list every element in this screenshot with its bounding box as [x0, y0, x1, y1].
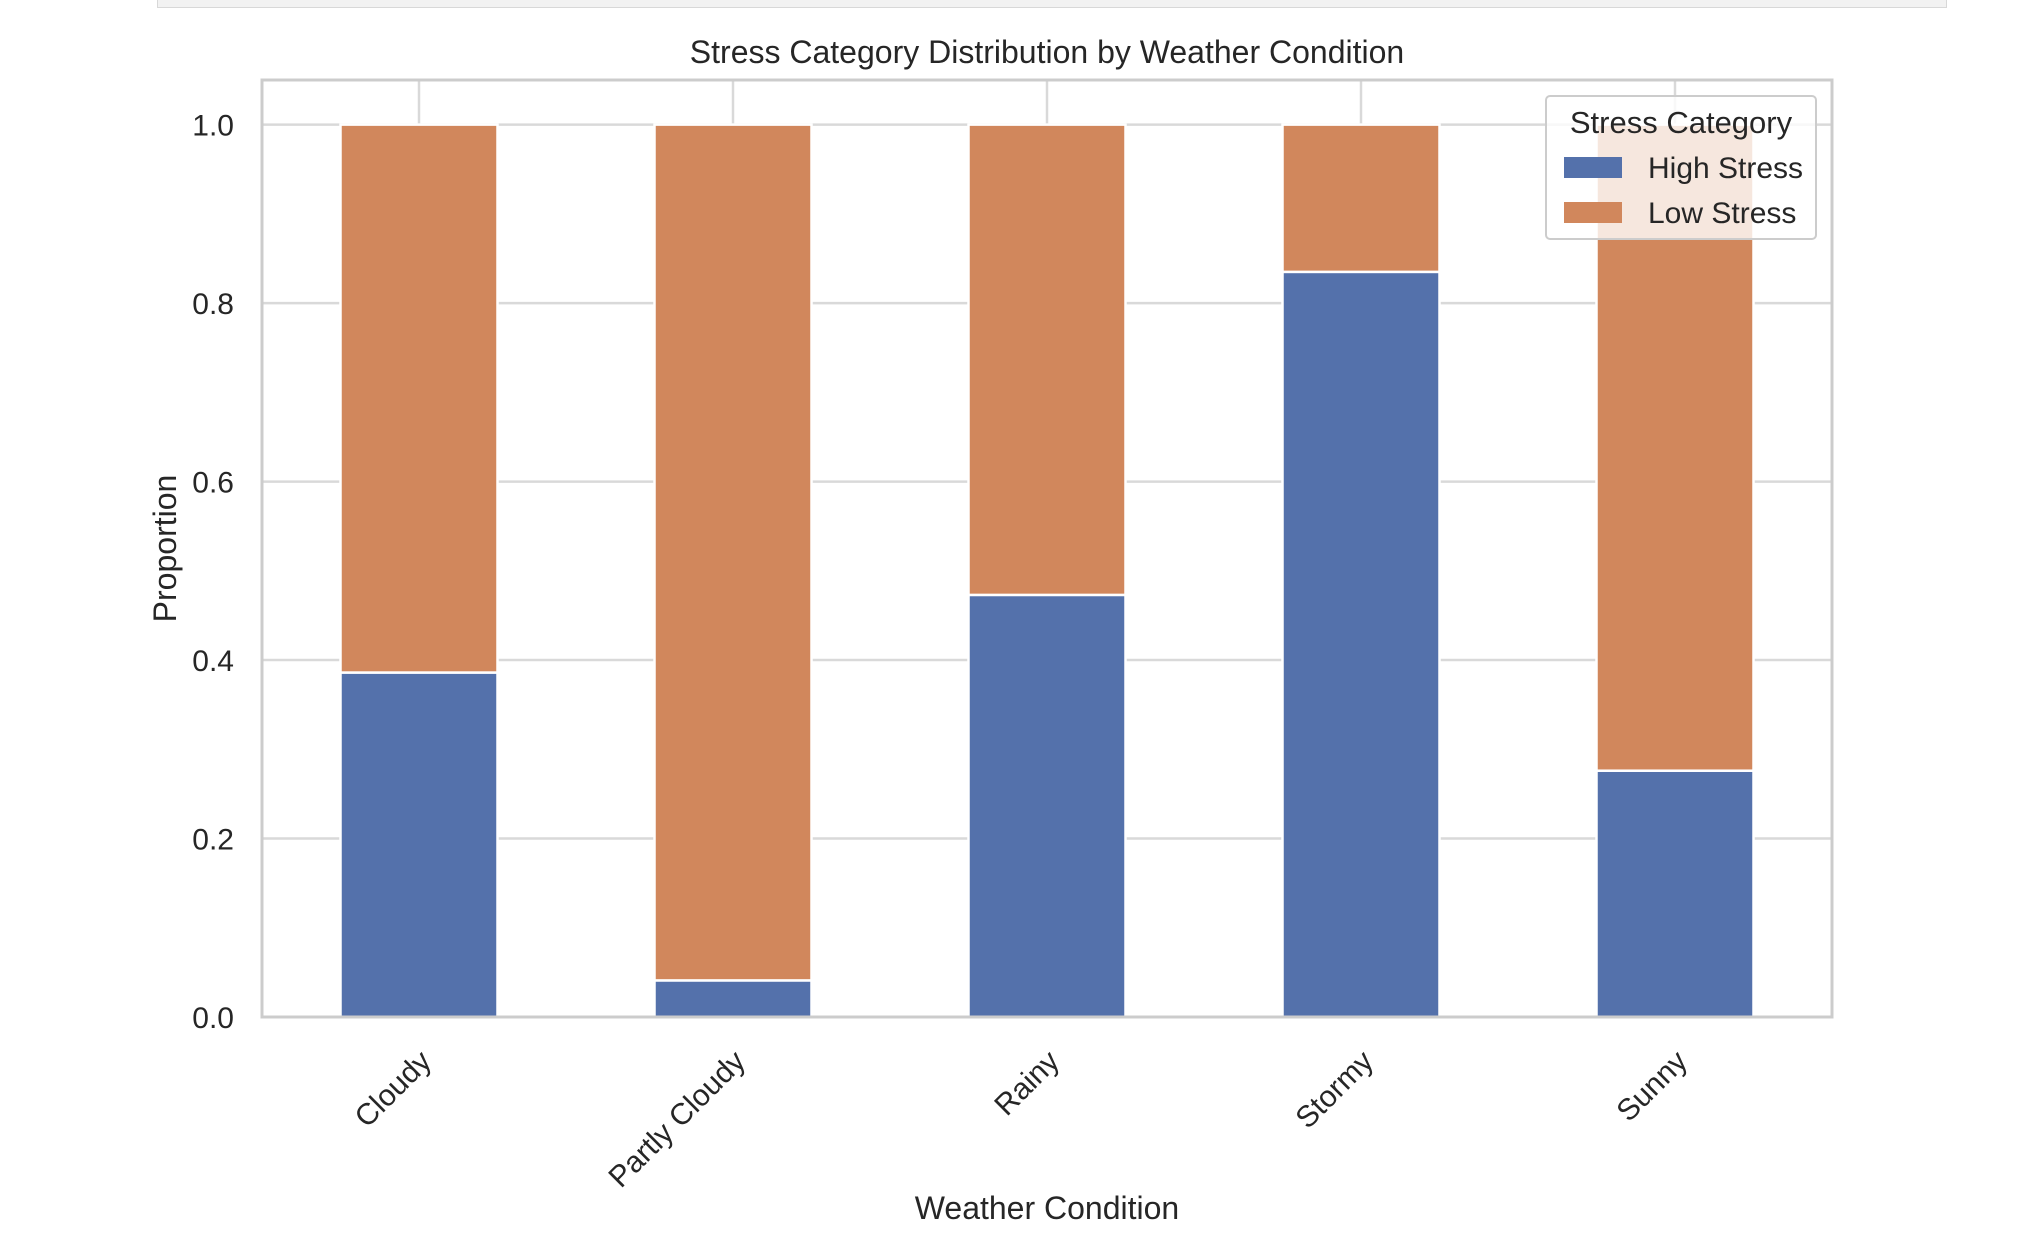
legend-title: Stress Category — [1570, 105, 1793, 140]
top-divider — [157, 0, 1947, 8]
x-tick-label: Stormy — [1289, 1045, 1380, 1136]
y-tick-label: 0.2 — [192, 824, 234, 857]
x-tick-label: Rainy — [988, 1045, 1066, 1123]
bar-low-stress — [1281, 123, 1441, 274]
bar-high-stress — [1281, 270, 1441, 1019]
x-tick-label: Sunny — [1610, 1045, 1693, 1128]
legend-swatch — [1564, 157, 1622, 178]
bar-low-stress — [339, 123, 499, 674]
x-tick-label: Cloudy — [349, 1045, 438, 1134]
bar-high-stress — [1595, 769, 1755, 1019]
y-tick-label: 0.6 — [192, 467, 234, 500]
bar-high-stress — [653, 979, 813, 1019]
plot-frame — [260, 78, 1834, 1019]
y-tick-label: 1.0 — [192, 110, 234, 143]
legend-label: Low Stress — [1648, 197, 1796, 230]
bar-low-stress — [653, 123, 813, 982]
bar-high-stress — [339, 671, 499, 1019]
y-tick-label: 0.8 — [192, 288, 234, 321]
legend-label: High Stress — [1648, 152, 1803, 185]
legend-swatch — [1564, 202, 1622, 223]
legend: Stress Category High Stress Low Stress — [1545, 95, 1817, 240]
bar-high-stress — [967, 593, 1127, 1019]
y-axis-label: Proportion — [147, 475, 183, 623]
y-tick-label: 0.4 — [192, 645, 234, 678]
legend-items: High Stress Low Stress — [1564, 152, 1803, 230]
chart-title: Stress Category Distribution by Weather … — [690, 34, 1404, 70]
x-axis-ticks: Cloudy Partly Cloudy Rainy Stormy Sunny — [349, 1045, 1694, 1194]
y-tick-label: 0.0 — [192, 1002, 234, 1035]
x-tick-label: Partly Cloudy — [602, 1045, 751, 1194]
x-axis-label: Weather Condition — [915, 1190, 1179, 1226]
bars — [339, 123, 1755, 1019]
bar-low-stress — [967, 123, 1127, 597]
y-axis-ticks: 0.0 0.2 0.4 0.6 0.8 1.0 — [192, 110, 234, 1035]
